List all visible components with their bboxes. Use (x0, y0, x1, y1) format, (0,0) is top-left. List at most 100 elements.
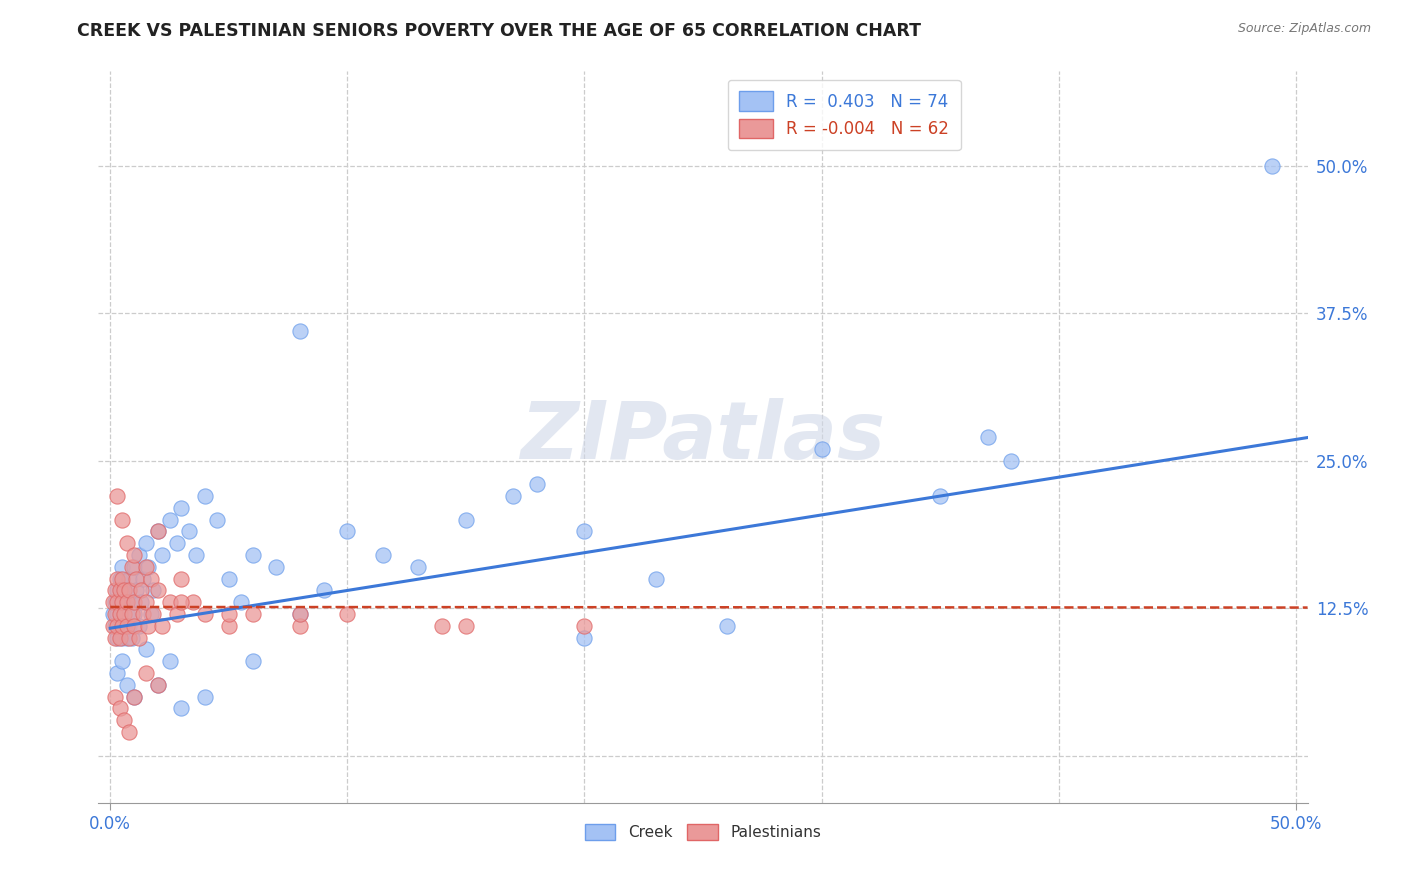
Point (108, 583, 131, 598)
Point (181, 595, 204, 609)
Point (159, 513, 181, 527)
Point (104, 595, 127, 609)
Point (128, 548, 150, 562)
Point (288, 607, 311, 621)
Point (132, 607, 155, 621)
Point (146, 583, 169, 598)
Point (574, 619, 596, 633)
Point (288, 619, 311, 633)
Point (135, 666, 157, 681)
Point (644, 572, 666, 586)
Point (101, 619, 124, 633)
Point (170, 500, 193, 515)
Point (264, 559, 287, 574)
Point (146, 678, 169, 692)
Point (111, 572, 134, 586)
Legend: Creek, Palestinians: Creek, Palestinians (579, 818, 827, 847)
Point (111, 619, 134, 633)
Point (115, 607, 138, 621)
Point (574, 524, 596, 539)
Point (105, 631, 128, 645)
Point (121, 631, 143, 645)
Point (336, 524, 359, 539)
Point (526, 477, 548, 491)
Point (166, 607, 188, 621)
Point (128, 619, 150, 633)
Text: CREEK VS PALESTINIAN SENIORS POVERTY OVER THE AGE OF 65 CORRELATION CHART: CREEK VS PALESTINIAN SENIORS POVERTY OVE… (77, 22, 921, 40)
Point (1000, 453, 1022, 467)
Point (129, 583, 152, 598)
Point (218, 607, 240, 621)
Point (242, 548, 264, 562)
Point (142, 607, 165, 621)
Point (139, 607, 162, 621)
Point (115, 536, 138, 550)
Point (108, 619, 131, 633)
Point (125, 583, 148, 598)
Point (114, 619, 136, 633)
Point (118, 725, 141, 739)
Point (118, 572, 141, 586)
Point (184, 548, 207, 562)
Point (146, 524, 169, 539)
Point (101, 595, 124, 609)
Point (114, 583, 136, 598)
Point (976, 430, 998, 444)
Point (105, 595, 128, 609)
Point (114, 595, 136, 609)
Point (159, 654, 181, 668)
Point (128, 631, 150, 645)
Point (105, 619, 128, 633)
Point (408, 559, 430, 574)
Point (336, 607, 359, 621)
Point (142, 583, 165, 598)
Point (929, 489, 952, 503)
Point (121, 559, 143, 574)
Point (218, 572, 240, 586)
Point (115, 631, 138, 645)
Point (105, 572, 128, 586)
Point (121, 595, 143, 609)
Point (146, 678, 169, 692)
Point (111, 595, 134, 609)
Point (122, 619, 145, 633)
Point (114, 607, 136, 621)
Point (371, 548, 394, 562)
Point (810, 442, 832, 456)
Point (115, 595, 138, 609)
Point (136, 559, 159, 574)
Point (135, 595, 157, 609)
Point (104, 631, 127, 645)
Point (129, 595, 152, 609)
Point (170, 572, 193, 586)
Point (312, 583, 335, 598)
Point (115, 619, 138, 633)
Point (159, 595, 181, 609)
Point (139, 572, 162, 586)
Point (229, 595, 252, 609)
Point (152, 619, 174, 633)
Text: Source: ZipAtlas.com: Source: ZipAtlas.com (1237, 22, 1371, 36)
Point (122, 690, 145, 704)
Point (122, 690, 145, 704)
Point (111, 654, 134, 668)
Point (122, 559, 145, 574)
Point (122, 595, 145, 609)
Point (108, 631, 131, 645)
Point (118, 583, 141, 598)
Point (574, 631, 596, 645)
Point (105, 489, 128, 503)
Point (288, 324, 311, 338)
Point (105, 583, 128, 598)
Point (1261, 159, 1284, 173)
Point (135, 642, 157, 657)
Point (135, 536, 157, 550)
Point (242, 607, 264, 621)
Point (108, 595, 131, 609)
Point (101, 607, 124, 621)
Point (104, 619, 127, 633)
Point (136, 619, 159, 633)
Point (194, 607, 217, 621)
Point (194, 489, 217, 503)
Point (218, 619, 240, 633)
